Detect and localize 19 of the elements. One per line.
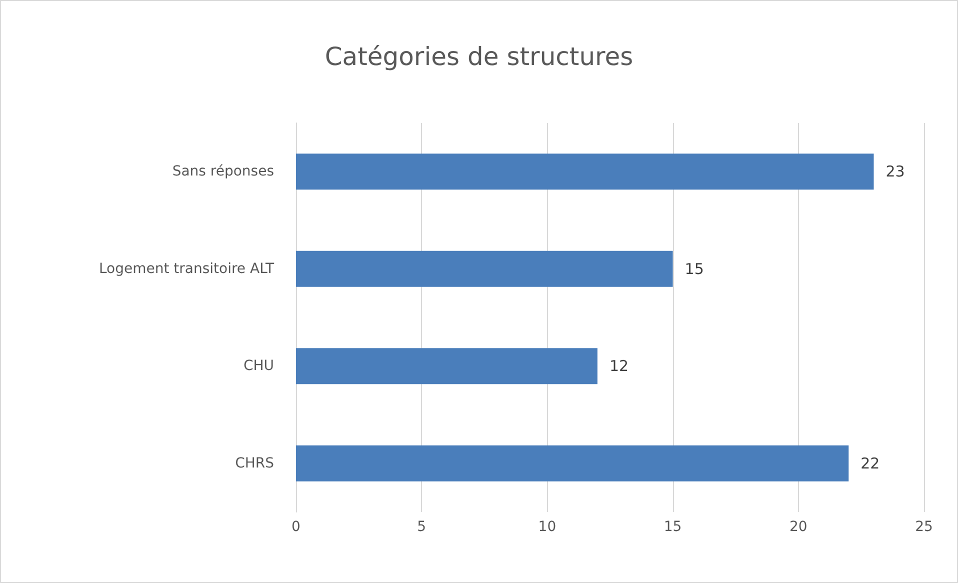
y-tick-label: CHRS bbox=[235, 455, 274, 472]
x-tick-label: 5 bbox=[417, 519, 426, 535]
y-tick-label: Logement transitoire ALT bbox=[98, 260, 274, 277]
chart-title: Catégories de structures bbox=[324, 42, 634, 71]
bar bbox=[296, 445, 849, 482]
y-tick-label: Sans réponses bbox=[172, 164, 274, 180]
bar bbox=[296, 154, 874, 190]
x-tick-label: 25 bbox=[915, 519, 933, 535]
bar bbox=[296, 348, 598, 384]
data-label: 12 bbox=[609, 357, 629, 376]
x-tick-label: 10 bbox=[538, 519, 556, 535]
data-label: 23 bbox=[886, 162, 905, 181]
x-tick-label: 15 bbox=[664, 519, 682, 535]
data-label: 22 bbox=[860, 454, 880, 472]
x-tick-label: 20 bbox=[789, 519, 808, 535]
data-label: 15 bbox=[684, 260, 704, 278]
x-tick-label: 0 bbox=[292, 519, 300, 535]
y-tick-label: CHU bbox=[243, 358, 274, 374]
bar bbox=[296, 250, 673, 287]
